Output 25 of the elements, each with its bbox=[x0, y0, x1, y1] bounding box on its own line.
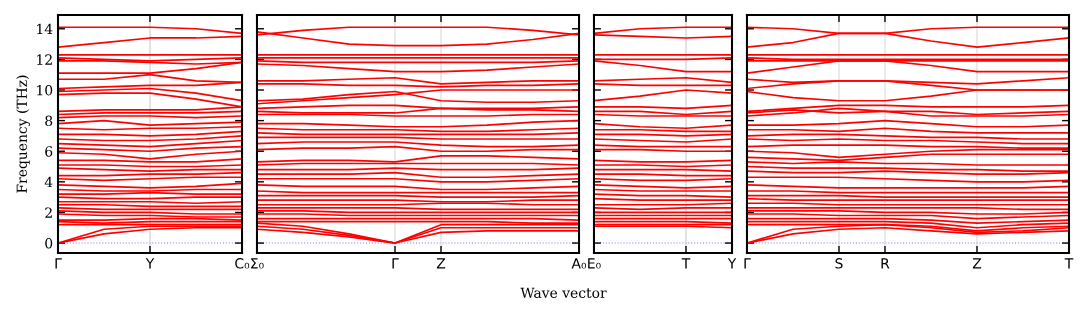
y-tick-label: 14 bbox=[37, 23, 53, 35]
y-tick-label: 0 bbox=[45, 238, 53, 249]
x-axis-title: Wave vector bbox=[520, 287, 607, 299]
x-tick-label: T bbox=[681, 258, 691, 269]
x-tick-label: A₀ bbox=[571, 258, 587, 269]
y-tick-label: 8 bbox=[45, 115, 53, 127]
x-tick-label: Y bbox=[727, 258, 737, 269]
x-tick-label: Z bbox=[972, 258, 982, 269]
x-tick-label: R bbox=[881, 258, 890, 269]
y-tick-label: 10 bbox=[37, 84, 53, 96]
x-tick-label: C₀ bbox=[235, 258, 250, 269]
x-tick-label: Σ₀ bbox=[251, 258, 264, 269]
x-tick-label: S bbox=[835, 258, 843, 269]
x-tick-label: Γ bbox=[55, 258, 62, 269]
y-tick-label: 6 bbox=[45, 146, 53, 157]
x-tick-label: T bbox=[1064, 258, 1074, 269]
y-tick-label: 4 bbox=[44, 176, 53, 188]
x-tick-label: Y bbox=[145, 258, 155, 269]
y-tick-label: 2 bbox=[45, 207, 52, 218]
x-tick-label: Γ bbox=[392, 258, 399, 269]
x-tick-label: Γ bbox=[744, 258, 751, 269]
y-tick-label: 12 bbox=[37, 54, 52, 65]
x-tick-label: Z bbox=[436, 258, 446, 269]
x-tick-label: E₀ bbox=[588, 258, 601, 269]
y-axis-title: Frequency (THz) bbox=[16, 75, 30, 193]
